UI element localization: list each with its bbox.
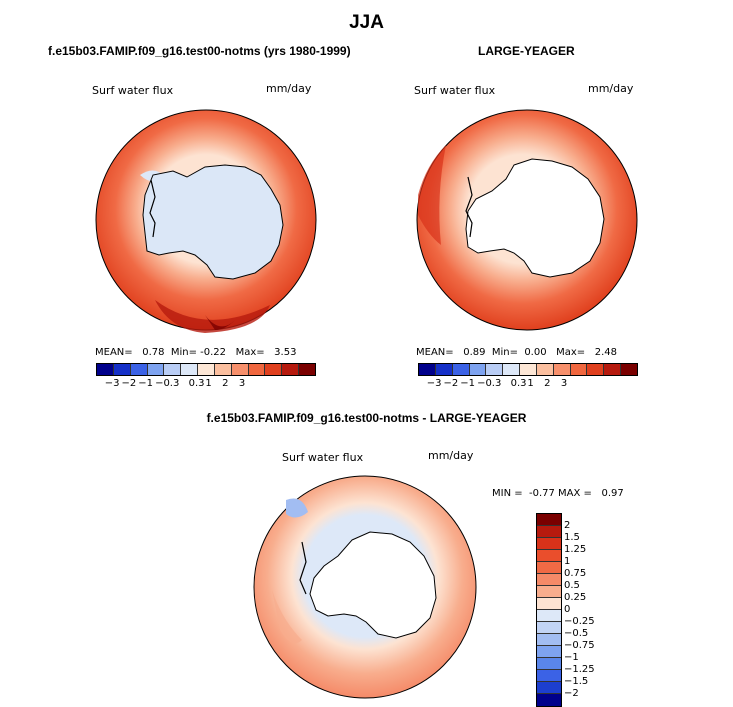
colorbar-tick-label: 0: [564, 604, 571, 615]
colorbar-swatch: [265, 364, 283, 375]
colorbar-tick-label: −3: [104, 378, 120, 389]
colorbar-swatch: [97, 364, 114, 375]
panel2-stats: MEAN= 0.89 Min= 0.00 Max= 2.48: [416, 347, 617, 358]
colorbar-tick-label: 0.75: [564, 568, 587, 579]
colorbar-tick-label: 2: [564, 520, 571, 531]
diff-colorbar: [536, 513, 562, 707]
colorbar-tick-label: −1.25: [564, 664, 595, 675]
colorbar-swatch: [537, 574, 561, 586]
colorbar-swatch: [282, 364, 300, 375]
colorbar-swatch: [537, 526, 561, 538]
panel1-colorbar: [96, 363, 316, 376]
colorbar-swatch: [231, 364, 249, 375]
colorbar-swatch: [537, 634, 561, 646]
colorbar-tick-label: 0.3: [510, 378, 527, 389]
colorbar-tick-label: −0.5: [564, 628, 589, 639]
diff-header: f.e15b03.FAMIP.f09_g16.test00-notms - LA…: [206, 411, 527, 425]
colorbar-swatch: [537, 694, 561, 706]
colorbar-swatch: [469, 364, 487, 375]
colorbar-swatch: [435, 364, 453, 375]
panel2-colorbar: [418, 363, 638, 376]
diff-units: mm/day: [428, 449, 474, 462]
colorbar-swatch: [181, 364, 199, 375]
colorbar-tick-label: 1.5: [564, 532, 580, 543]
colorbar-swatch: [536, 364, 554, 375]
colorbar-tick-label: −0.3: [477, 378, 502, 389]
colorbar-tick-label: 1.25: [564, 544, 587, 555]
colorbar-swatch: [299, 364, 315, 375]
colorbar-tick-label: 0.25: [564, 592, 587, 603]
colorbar-tick-label: 3: [238, 378, 246, 389]
colorbar-swatch: [503, 364, 521, 375]
panel1-stats: MEAN= 0.78 Min= -0.22 Max= 3.53: [95, 347, 297, 358]
panel2-polar-map: [416, 109, 638, 331]
panel2-header: LARGE-YEAGER: [478, 44, 575, 58]
colorbar-swatch: [604, 364, 622, 375]
colorbar-swatch: [570, 364, 588, 375]
colorbar-swatch: [486, 364, 504, 375]
colorbar-tick-label: 1: [205, 378, 212, 389]
colorbar-swatch: [198, 364, 215, 375]
colorbar-swatch: [537, 682, 561, 694]
panel1-variable: Surf water flux: [92, 84, 174, 97]
colorbar-swatch: [248, 364, 266, 375]
colorbar-swatch: [537, 586, 561, 598]
colorbar-tick-label: −1: [564, 652, 579, 663]
colorbar-swatch: [537, 622, 561, 634]
colorbar-swatch: [452, 364, 470, 375]
diff-stats: MIN = -0.77 MAX = 0.97: [492, 488, 624, 499]
panel1-header: f.e15b03.FAMIP.f09_g16.test00-notms (yrs…: [48, 44, 351, 58]
colorbar-swatch: [537, 514, 561, 526]
colorbar-tick-label: 1: [527, 378, 534, 389]
colorbar-swatch: [520, 364, 537, 375]
colorbar-tick-label: −0.3: [155, 378, 180, 389]
page-title: JJA: [349, 12, 384, 33]
colorbar-swatch: [537, 538, 561, 550]
colorbar-swatch: [537, 550, 561, 562]
colorbar-tick-label: −2: [121, 378, 137, 389]
diff-colorbar-labels: 2 1.5 1.25 1 0.75 0.5 0.25 0 −0.25 −0.5 −0.75 −1 −1.…: [564, 514, 624, 699]
colorbar-swatch: [537, 670, 561, 682]
colorbar-swatch: [537, 658, 561, 670]
colorbar-tick-label: 0.3: [188, 378, 205, 389]
diff-polar-map: [253, 475, 477, 699]
colorbar-swatch: [130, 364, 148, 375]
colorbar-tick-label: −1.5: [564, 676, 589, 687]
diff-variable: Surf water flux: [282, 451, 364, 464]
colorbar-tick-label: 1: [564, 556, 571, 567]
panel1-colorbar-ticks: −3 −2 −1 −0.3 0.3 1 2 3: [96, 378, 314, 392]
colorbar-tick-label: −1: [138, 378, 154, 389]
colorbar-swatch: [113, 364, 131, 375]
colorbar-swatch: [214, 364, 232, 375]
colorbar-swatch: [147, 364, 165, 375]
colorbar-tick-label: 2: [544, 378, 551, 389]
panel2-variable: Surf water flux: [414, 84, 496, 97]
colorbar-swatch: [537, 562, 561, 574]
panel1-polar-map: [95, 109, 317, 333]
panel2-colorbar-ticks: −3 −2 −1 −0.3 0.3 1 2 3: [418, 378, 636, 392]
colorbar-tick-label: 2: [222, 378, 229, 389]
panel2-units: mm/day: [588, 82, 634, 95]
colorbar-tick-label: −0.25: [564, 616, 595, 627]
colorbar-swatch: [537, 610, 561, 622]
colorbar-tick-label: −0.75: [564, 640, 595, 651]
colorbar-tick-label: 3: [560, 378, 568, 389]
panel1-units: mm/day: [266, 82, 312, 95]
colorbar-swatch: [587, 364, 605, 375]
colorbar-tick-label: −2: [443, 378, 459, 389]
colorbar-tick-label: −1: [460, 378, 476, 389]
colorbar-tick-label: 0.5: [564, 580, 580, 591]
colorbar-swatch: [553, 364, 571, 375]
colorbar-swatch: [537, 598, 561, 610]
colorbar-swatch: [164, 364, 182, 375]
colorbar-tick-label: −3: [426, 378, 442, 389]
colorbar-swatch: [621, 364, 637, 375]
colorbar-swatch: [537, 646, 561, 658]
colorbar-swatch: [419, 364, 436, 375]
colorbar-tick-label: −2: [564, 688, 579, 699]
